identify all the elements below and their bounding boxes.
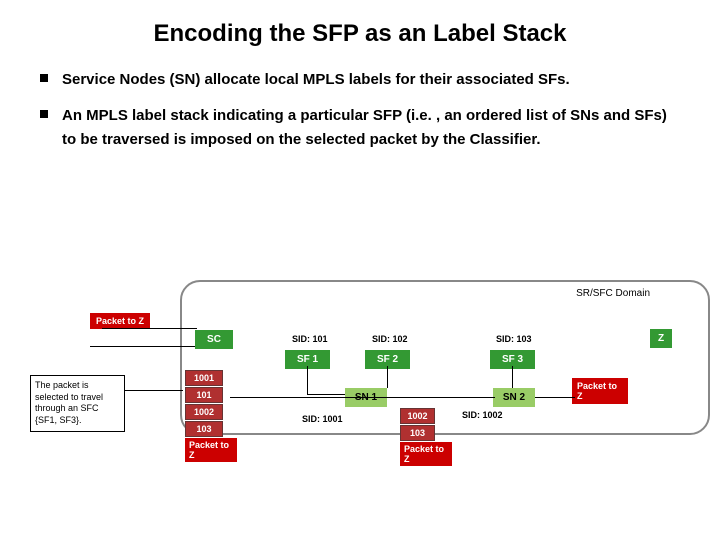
vline-sf3-sn2 xyxy=(512,366,513,388)
bullet-square-icon xyxy=(40,110,48,118)
bullet-1: Service Nodes (SN) allocate local MPLS l… xyxy=(40,68,680,92)
packet-to-z-3: Packet to Z xyxy=(400,442,452,466)
bullet-list: Service Nodes (SN) allocate local MPLS l… xyxy=(40,68,680,152)
domain-box xyxy=(180,280,710,435)
packet-to-z-1: Packet to Z xyxy=(90,313,150,329)
diagram-area: SR/SFC Domain Packet to Z The packet is … xyxy=(30,270,690,520)
hline-sn-path xyxy=(230,397,495,398)
label-101: 101 xyxy=(185,387,223,403)
connector-line-2 xyxy=(90,346,197,347)
vline-sf2-sn1 xyxy=(387,366,388,388)
vline-sf1-sn1 xyxy=(307,366,308,394)
sid-1002: SID: 1002 xyxy=(458,408,507,422)
bullet-square-icon xyxy=(40,74,48,82)
callout-connector xyxy=(125,390,183,391)
page-title: Encoding the SFP as an Label Stack xyxy=(40,20,680,48)
z-node: Z xyxy=(650,329,672,348)
callout-box: The packet is selected to travel through… xyxy=(30,375,125,432)
hline-sf1-sn1 xyxy=(307,394,345,395)
packet-to-z-2: Packet to Z xyxy=(185,438,237,462)
label-1002-b: 1002 xyxy=(400,408,435,424)
bullet-1-text: Service Nodes (SN) allocate local MPLS l… xyxy=(62,68,570,92)
domain-label: SR/SFC Domain xyxy=(576,288,650,299)
sc-node: SC xyxy=(195,330,233,349)
packet-to-z-4: Packet to Z xyxy=(572,378,628,404)
bullet-2-text: An MPLS label stack indicating a particu… xyxy=(62,104,680,152)
sid-103: SID: 103 xyxy=(492,332,536,346)
sn2-node: SN 2 xyxy=(493,388,535,407)
sid-101: SID: 101 xyxy=(288,332,332,346)
bullet-2: An MPLS label stack indicating a particu… xyxy=(40,104,680,152)
label-1001: 1001 xyxy=(185,370,223,386)
hline-sn2-out xyxy=(535,397,575,398)
connector-line xyxy=(102,328,197,329)
sid-1001: SID: 1001 xyxy=(298,412,347,426)
label-103-b: 103 xyxy=(400,425,435,441)
sid-102: SID: 102 xyxy=(368,332,412,346)
label-1002-a: 1002 xyxy=(185,404,223,420)
label-103-a: 103 xyxy=(185,421,223,437)
